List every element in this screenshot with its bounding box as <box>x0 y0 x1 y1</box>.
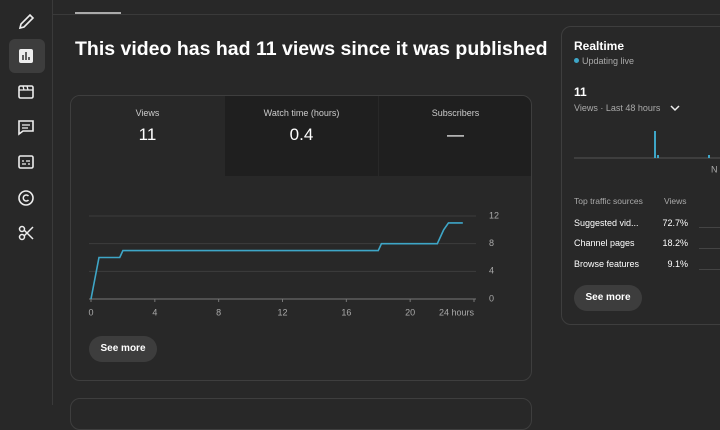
traffic-share: 9.1% <box>667 259 688 269</box>
subtitles-icon[interactable] <box>16 152 36 172</box>
clips-icon[interactable] <box>16 223 36 243</box>
see-more-button[interactable]: See more <box>89 336 157 362</box>
live-status: Updating live <box>582 56 635 66</box>
row-divider <box>699 269 720 270</box>
realtime-views: 11 <box>574 85 587 99</box>
realtime-card: Realtime Updating live 11 Views · Last 4… <box>561 26 720 325</box>
x-tick-label: 0 <box>88 307 93 317</box>
metric-label: Watch time (hours) <box>263 108 340 118</box>
y-tick-label: 4 <box>489 266 494 276</box>
metric-tab[interactable]: Subscribers — <box>379 96 531 176</box>
headline: This video has had 11 views since it was… <box>75 38 548 60</box>
y-tick-label: 0 <box>489 293 494 303</box>
metric-label: Views <box>135 108 160 118</box>
edit-icon[interactable] <box>16 12 36 32</box>
x-tick-label: 12 <box>277 307 287 317</box>
next-card <box>70 398 532 430</box>
x-tick-label: 24 hours <box>439 307 475 317</box>
views-line <box>90 222 463 300</box>
sidebar <box>0 0 53 405</box>
bar <box>657 155 659 158</box>
traffic-title: Top traffic sources <box>574 196 643 206</box>
editor-icon[interactable] <box>16 82 36 102</box>
metric-value: — <box>447 125 464 144</box>
x-tick-label: 16 <box>341 307 351 317</box>
y-tick-label: 8 <box>489 238 494 248</box>
traffic-source: Browse features <box>574 259 640 269</box>
metric-value: 11 <box>138 125 157 144</box>
metric-tab[interactable]: Views 11 <box>71 96 224 176</box>
x-axis-label: N <box>711 164 718 174</box>
x-tick-label: 4 <box>152 307 157 317</box>
traffic-share: 18.2% <box>662 238 688 248</box>
row-divider <box>699 248 720 249</box>
traffic-source: Channel pages <box>574 238 635 248</box>
line-chart: 0 4 8 12 0 4 8 12 16 20 24 hours <box>88 210 499 317</box>
realtime-title: Realtime <box>574 39 625 53</box>
metric-label: Subscribers <box>431 108 480 118</box>
row-divider <box>699 227 720 228</box>
x-tick-label: 8 <box>216 307 221 317</box>
traffic-column: Views <box>664 196 687 206</box>
selected-tab-indicator <box>75 12 121 14</box>
x-tick-label: 20 <box>405 307 415 317</box>
overview-card: Views 11 Watch time (hours) 0.4 Subscriber… <box>70 95 532 381</box>
metric-tab[interactable]: Watch time (hours) 0.4 <box>225 96 378 176</box>
copyright-icon[interactable] <box>16 188 36 208</box>
realtime-caption: Views · Last 48 hours <box>574 103 661 113</box>
comments-icon[interactable] <box>16 117 36 137</box>
see-more-button[interactable]: See more <box>574 285 642 311</box>
realtime-bar-chart: N <box>574 131 720 174</box>
metric-value: 0.4 <box>289 125 314 144</box>
traffic-source: Suggested vid... <box>574 218 639 228</box>
tab-divider <box>53 14 720 15</box>
bar <box>708 155 710 158</box>
live-dot <box>574 58 579 63</box>
bar <box>654 131 656 158</box>
dropdown-icon[interactable] <box>669 104 681 113</box>
y-tick-label: 12 <box>489 210 499 220</box>
analytics-icon[interactable] <box>16 46 36 66</box>
traffic-share: 72.7% <box>662 218 688 228</box>
